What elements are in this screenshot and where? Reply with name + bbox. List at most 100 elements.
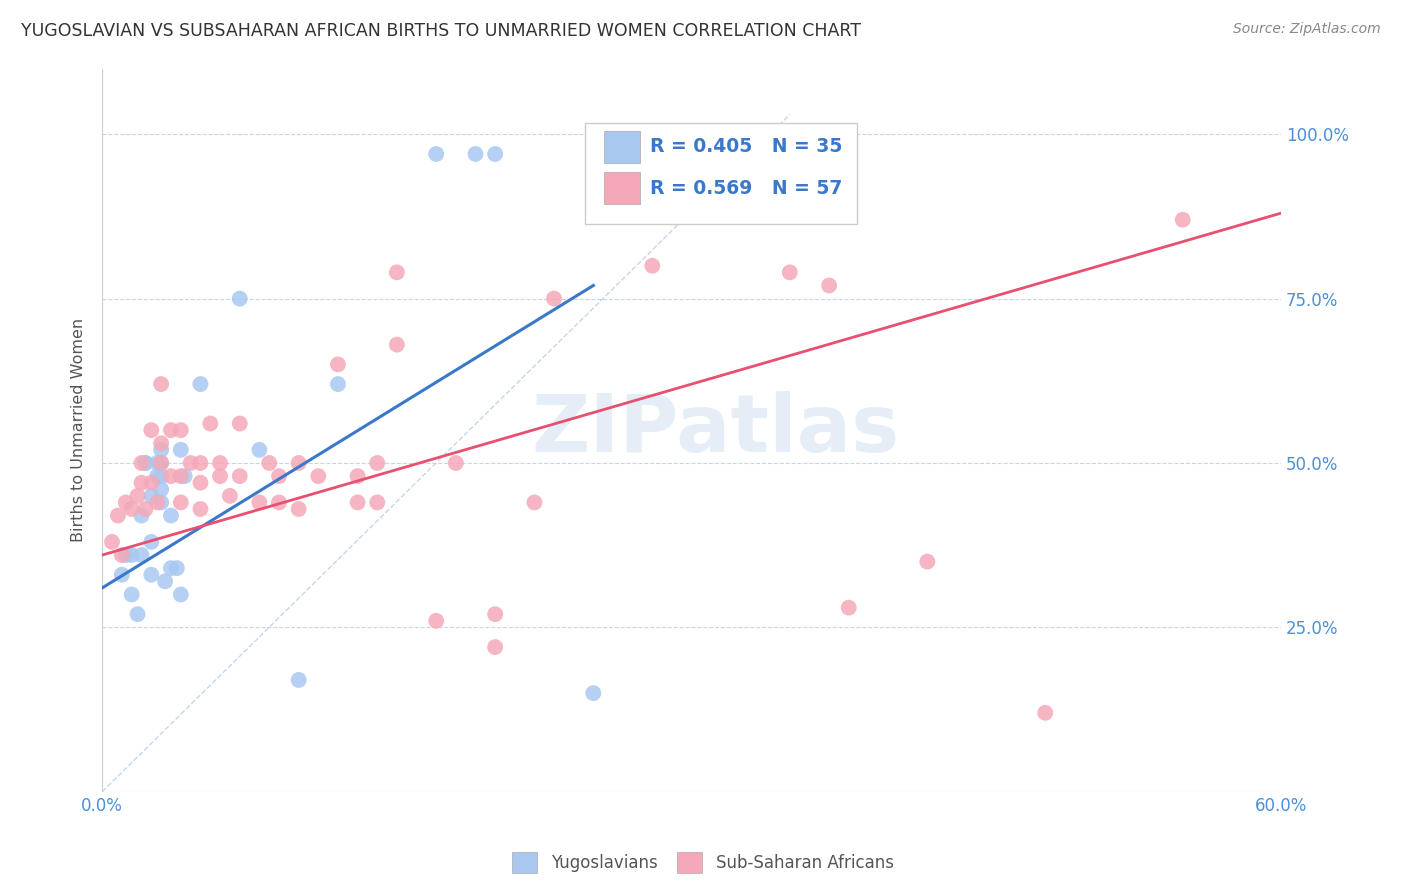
Point <box>287 502 309 516</box>
Point <box>247 495 270 509</box>
Point <box>141 534 163 549</box>
Point <box>146 456 169 470</box>
Point <box>523 495 546 509</box>
Point <box>484 607 506 622</box>
Point <box>114 495 136 509</box>
FancyBboxPatch shape <box>585 123 856 224</box>
Point <box>219 489 242 503</box>
Point <box>425 147 447 161</box>
Point <box>917 555 939 569</box>
Point <box>257 456 280 470</box>
Point <box>131 456 153 470</box>
Point <box>267 495 290 509</box>
Point <box>141 423 163 437</box>
Point <box>346 469 368 483</box>
Point <box>779 265 801 279</box>
Point <box>366 456 388 470</box>
Text: R = 0.405   N = 35: R = 0.405 N = 35 <box>651 137 842 156</box>
Point <box>114 548 136 562</box>
Point <box>326 377 349 392</box>
Point <box>111 548 134 562</box>
Point <box>150 495 173 509</box>
Point <box>131 508 153 523</box>
Point <box>180 456 202 470</box>
Point <box>190 475 212 490</box>
Point <box>160 469 183 483</box>
Point <box>150 442 173 457</box>
Point <box>170 442 193 457</box>
Text: Source: ZipAtlas.com: Source: ZipAtlas.com <box>1233 22 1381 37</box>
Point <box>366 495 388 509</box>
Point <box>101 534 124 549</box>
Y-axis label: Births to Unmarried Women: Births to Unmarried Women <box>72 318 86 542</box>
Point <box>153 574 176 589</box>
Point <box>209 469 232 483</box>
Point <box>134 502 156 516</box>
Point <box>170 469 193 483</box>
Point <box>464 147 486 161</box>
Point <box>484 640 506 654</box>
Point <box>150 483 173 497</box>
Point <box>190 456 212 470</box>
Point <box>190 502 212 516</box>
Point <box>150 469 173 483</box>
Text: YUGOSLAVIAN VS SUBSAHARAN AFRICAN BIRTHS TO UNMARRIED WOMEN CORRELATION CHART: YUGOSLAVIAN VS SUBSAHARAN AFRICAN BIRTHS… <box>21 22 860 40</box>
Point <box>385 265 408 279</box>
Point <box>141 475 163 490</box>
Point <box>111 567 134 582</box>
Point <box>131 475 153 490</box>
Point <box>141 489 163 503</box>
Point <box>484 147 506 161</box>
FancyBboxPatch shape <box>605 172 640 204</box>
Point <box>121 502 143 516</box>
Point <box>543 292 565 306</box>
Point <box>121 548 143 562</box>
Point <box>166 561 188 575</box>
Point <box>838 600 860 615</box>
Point <box>170 423 193 437</box>
Point <box>141 567 163 582</box>
Point <box>150 456 173 470</box>
Point <box>818 278 841 293</box>
Point <box>229 417 252 431</box>
Point <box>190 377 212 392</box>
Point <box>229 292 252 306</box>
Point <box>150 456 173 470</box>
Point <box>160 423 183 437</box>
Point <box>134 456 156 470</box>
Point <box>134 456 156 470</box>
Point <box>107 508 129 523</box>
Point <box>200 417 222 431</box>
Point <box>326 357 349 371</box>
Point <box>173 469 195 483</box>
Point <box>346 495 368 509</box>
Point <box>160 508 183 523</box>
Point <box>170 587 193 601</box>
Point <box>121 587 143 601</box>
Point <box>582 686 605 700</box>
Point <box>641 259 664 273</box>
Point <box>170 495 193 509</box>
Point <box>127 489 149 503</box>
Point <box>146 495 169 509</box>
Point <box>425 614 447 628</box>
Point <box>146 469 169 483</box>
Point <box>385 337 408 351</box>
Legend: Yugoslavians, Sub-Saharan Africans: Yugoslavians, Sub-Saharan Africans <box>506 846 900 880</box>
Point <box>131 548 153 562</box>
Point <box>209 456 232 470</box>
Point <box>160 561 183 575</box>
Text: R = 0.569   N = 57: R = 0.569 N = 57 <box>651 178 842 198</box>
Point <box>267 469 290 483</box>
Point <box>307 469 329 483</box>
Point <box>1033 706 1056 720</box>
Point <box>247 442 270 457</box>
FancyBboxPatch shape <box>605 131 640 163</box>
Point <box>150 436 173 450</box>
Point <box>444 456 467 470</box>
Point <box>287 456 309 470</box>
Point <box>1171 212 1194 227</box>
Point <box>229 469 252 483</box>
Point <box>127 607 149 622</box>
Text: ZIPatlas: ZIPatlas <box>531 391 900 469</box>
